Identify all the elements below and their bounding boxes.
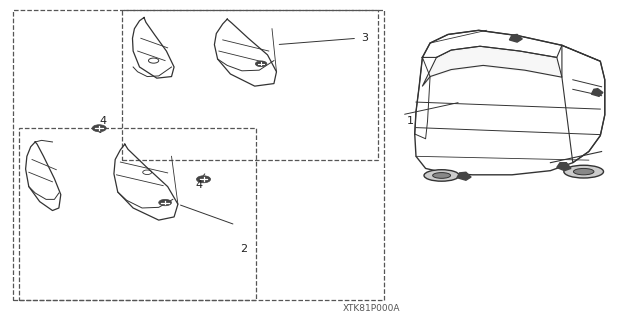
Text: 4: 4 (195, 180, 202, 190)
Text: XTK81P000A: XTK81P000A (342, 304, 400, 313)
Text: 4: 4 (99, 116, 106, 126)
Bar (122, 10, 378, 159)
Circle shape (196, 176, 211, 183)
Text: 2: 2 (240, 244, 247, 254)
Polygon shape (424, 47, 560, 85)
Ellipse shape (424, 170, 460, 181)
Ellipse shape (433, 173, 451, 178)
Ellipse shape (573, 168, 594, 175)
Text: 1: 1 (406, 116, 413, 126)
Polygon shape (557, 163, 571, 171)
Text: 3: 3 (362, 33, 369, 43)
Circle shape (159, 199, 172, 206)
Circle shape (92, 125, 106, 132)
Bar (13, 10, 384, 300)
Polygon shape (457, 172, 471, 180)
Circle shape (255, 61, 267, 67)
Polygon shape (509, 34, 522, 42)
Polygon shape (591, 89, 603, 96)
Ellipse shape (564, 165, 604, 178)
Bar (19, 128, 256, 300)
